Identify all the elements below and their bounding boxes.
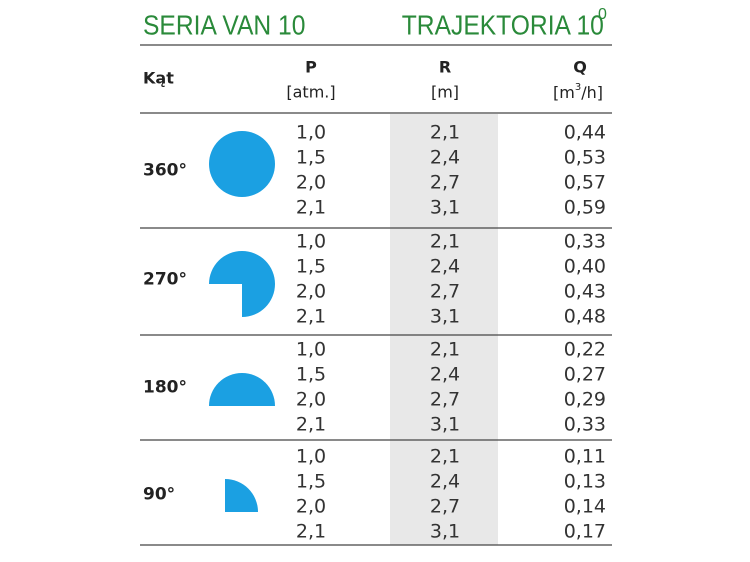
angle-label: 270° — [143, 270, 187, 290]
r-value: 2,7 — [430, 496, 460, 518]
angle-label: 90° — [143, 485, 175, 505]
header-r: R — [439, 58, 451, 77]
q-value: 0,13 — [564, 471, 606, 493]
p-value: 2,1 — [296, 306, 326, 328]
p-value: 1,5 — [296, 147, 326, 169]
header-q-unit: [m3/h] — [553, 82, 603, 102]
q-value: 0,59 — [564, 197, 606, 219]
r-value: 2,1 — [430, 122, 460, 144]
p-value: 1,5 — [296, 256, 326, 278]
r-value: 2,1 — [430, 446, 460, 468]
header-r-unit: [m] — [431, 83, 459, 102]
r-value: 2,4 — [430, 147, 460, 169]
icon-270 — [209, 251, 275, 317]
left-title: SERIA VAN 10 — [143, 9, 305, 41]
r-value: 3,1 — [430, 197, 460, 219]
r-value: 3,1 — [430, 414, 460, 436]
q-value: 0,17 — [564, 521, 606, 543]
q-value: 0,43 — [564, 281, 606, 303]
p-value: 1,0 — [296, 446, 326, 468]
unit-part: /h] — [581, 83, 603, 102]
r-value: 3,1 — [430, 306, 460, 328]
r-value: 2,4 — [430, 364, 460, 386]
q-value: 0,14 — [564, 496, 606, 518]
icon-180 — [209, 373, 275, 406]
r-value: 2,7 — [430, 281, 460, 303]
r-value: 3,1 — [430, 521, 460, 543]
angle-label: 180° — [143, 378, 187, 398]
p-value: 2,0 — [296, 389, 326, 411]
q-value: 0,40 — [564, 256, 606, 278]
q-value: 0,44 — [564, 122, 606, 144]
q-value: 0,22 — [564, 339, 606, 361]
unit-part: [m — [553, 83, 575, 102]
icon-90 — [225, 479, 258, 512]
p-value: 2,0 — [296, 281, 326, 303]
q-value: 0,48 — [564, 306, 606, 328]
right-title-sup: 0 — [598, 6, 607, 23]
q-value: 0,27 — [564, 364, 606, 386]
p-value: 1,0 — [296, 231, 326, 253]
p-value: 1,0 — [296, 122, 326, 144]
q-value: 0,53 — [564, 147, 606, 169]
q-value: 0,29 — [564, 389, 606, 411]
p-value: 2,0 — [296, 172, 326, 194]
header-q: Q — [573, 58, 587, 77]
q-value: 0,33 — [564, 231, 606, 253]
q-value: 0,57 — [564, 172, 606, 194]
p-value: 2,0 — [296, 496, 326, 518]
icon-360 — [209, 131, 275, 197]
p-value: 2,1 — [296, 521, 326, 543]
r-value: 2,1 — [430, 231, 460, 253]
p-value: 1,0 — [296, 339, 326, 361]
r-value: 2,7 — [430, 172, 460, 194]
r-value: 2,4 — [430, 471, 460, 493]
header-p-unit: [atm.] — [286, 83, 335, 102]
header-p: P — [305, 58, 317, 77]
q-value: 0,11 — [564, 446, 606, 468]
p-value: 1,5 — [296, 471, 326, 493]
p-value: 2,1 — [296, 197, 326, 219]
p-value: 2,1 — [296, 414, 326, 436]
r-value: 2,1 — [430, 339, 460, 361]
column-band — [390, 114, 498, 545]
q-value: 0,33 — [564, 414, 606, 436]
p-value: 1,5 — [296, 364, 326, 386]
unit-sup: 3 — [575, 82, 581, 93]
angle-label: 360° — [143, 161, 187, 181]
right-title: TRAJEKTORIA 10 — [402, 9, 604, 41]
r-value: 2,7 — [430, 389, 460, 411]
r-value: 2,4 — [430, 256, 460, 278]
header-angle: Kąt — [143, 69, 174, 88]
